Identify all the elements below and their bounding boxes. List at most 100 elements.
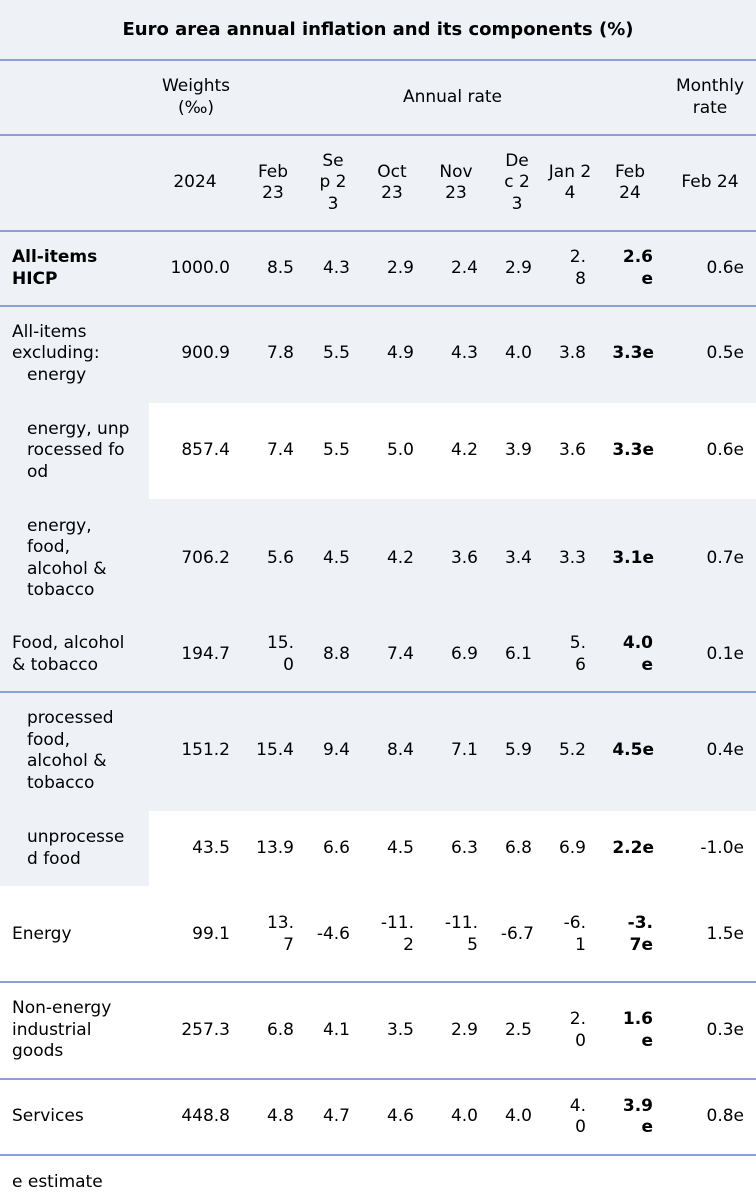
cell-value: 8.4 (386, 740, 414, 761)
cell-value: -1.0e (700, 837, 744, 858)
row-bg-white-2 (149, 811, 756, 886)
col-header: Oct 23 (377, 161, 407, 204)
row-label-sub: energy (27, 364, 87, 385)
row-label-processed-food: processed food, alcohol & tobacco (27, 708, 114, 793)
row-label-food-alcohol-tobacco: Food, alcohol & tobacco (12, 633, 125, 675)
cell-value: 5.6 (569, 633, 586, 675)
cell-value: 3.8 (558, 343, 586, 364)
cell-value: -3.7e (627, 913, 653, 955)
cell-value: 0.7e (706, 547, 745, 568)
cell-value: 194.7 (181, 643, 230, 664)
cell-value: 3.9 (504, 440, 532, 461)
cell-value: 3.5 (386, 1019, 414, 1040)
cell-value: 0.6e (706, 440, 745, 461)
cell-value: 1000.0 (170, 257, 230, 278)
col-header: Sep 23 (319, 150, 347, 214)
cell-value: 2.5 (504, 1019, 532, 1040)
cell-value: -11.2 (380, 913, 414, 955)
cell-value: 2.0 (569, 1009, 586, 1051)
divider (0, 1154, 756, 1156)
cell-value: 4.2 (386, 547, 414, 568)
cell-value: 857.4 (181, 440, 230, 461)
row-label-unprocessed-food: unprocessed food (27, 827, 125, 869)
cell-value: -6.1 (563, 913, 586, 955)
row-label-excl-energy-unprocessed-food: energy, unprocessed food (27, 418, 130, 482)
cell-value: 257.3 (181, 1019, 230, 1040)
row-bg-all-items (0, 232, 756, 305)
divider (0, 691, 756, 693)
header-band (0, 61, 756, 134)
cell-value: -6.7 (500, 923, 534, 944)
cell-value: 448.8 (181, 1106, 230, 1127)
row-label-excl-energy-food-alcohol-tobacco: energy, food, alcohol & tobacco (27, 515, 107, 601)
cell-value: 2.4 (450, 257, 478, 278)
cell-value: 2.8 (569, 247, 586, 289)
cell-value: 15.4 (256, 740, 294, 761)
column-header-band (0, 136, 756, 230)
divider (0, 981, 756, 983)
cell-value: 5.0 (386, 440, 414, 461)
cell-value: 6.3 (450, 837, 478, 858)
cell-value: 4.7 (322, 1106, 350, 1127)
cell-value: 6.8 (266, 1019, 294, 1040)
footnote: e estimate (12, 1172, 103, 1192)
cell-value: -4.6 (316, 923, 350, 944)
cell-value: 3.3e (612, 343, 654, 364)
cell-value: 4.6 (386, 1106, 414, 1127)
header-annual-rate: Annual rate (402, 86, 503, 107)
cell-value: 3.6 (450, 547, 478, 568)
divider (0, 134, 756, 136)
cell-value: 6.6 (322, 837, 350, 858)
header-monthly-rate: Monthly rate (675, 76, 745, 118)
cell-value: 99.1 (192, 923, 230, 944)
col-header: Dec 23 (504, 150, 530, 214)
cell-value: 4.0e (622, 633, 653, 675)
row-bg-white-1 (149, 403, 756, 499)
cell-value: 5.6 (266, 547, 294, 568)
cell-value: 0.5e (706, 343, 745, 364)
cell-value: 3.4 (504, 547, 532, 568)
cell-value: 2.2e (612, 837, 654, 858)
cell-value: 5.2 (558, 740, 586, 761)
cell-value: 4.1 (322, 1019, 350, 1040)
header-weights: Weights (‰) (161, 76, 231, 118)
cell-value: 0.1e (706, 643, 745, 664)
divider (0, 59, 756, 61)
divider (0, 305, 756, 307)
cell-value: 3.9e (622, 1095, 653, 1138)
divider (0, 1078, 756, 1080)
cell-value: 706.2 (181, 547, 230, 568)
cell-value: 6.8 (504, 837, 532, 858)
cell-value: 4.5 (386, 837, 414, 858)
cell-value: 5.5 (322, 343, 350, 364)
cell-value: 13.7 (266, 913, 294, 955)
cell-value: 0.6e (706, 257, 745, 278)
cell-value: 2.9 (504, 257, 532, 278)
row-label-services: Services (12, 1106, 84, 1127)
cell-value: 15.0 (266, 633, 294, 675)
cell-value: 4.3 (450, 343, 478, 364)
cell-value: 5.5 (322, 440, 350, 461)
row-label-energy: Energy (12, 923, 72, 944)
cell-value: 6.9 (450, 643, 478, 664)
cell-value: 5.9 (504, 740, 532, 761)
cell-value: 4.9 (386, 343, 414, 364)
cell-value: 13.9 (256, 837, 294, 858)
row-label-excluding-energy: All-items excluding: energy (12, 307, 132, 401)
cell-value: 7.1 (450, 740, 478, 761)
cell-value: 7.8 (266, 343, 294, 364)
cell-value: 0.4e (706, 740, 745, 761)
cell-value: 9.4 (322, 740, 350, 761)
cell-value: 3.3e (612, 440, 654, 461)
divider (0, 230, 756, 232)
cell-value: 3.6 (558, 440, 586, 461)
table-title: Euro area annual inflation and its compo… (0, 0, 756, 59)
cell-value: 1.5e (706, 923, 745, 944)
cell-value: 4.5e (612, 740, 654, 761)
cell-value: 6.1 (504, 643, 532, 664)
cell-value: 0.8e (706, 1106, 745, 1127)
cell-value: 151.2 (181, 740, 230, 761)
cell-value: 2.9 (450, 1019, 478, 1040)
cell-value: 4.8 (266, 1106, 294, 1127)
cell-value: 4.0 (569, 1095, 586, 1138)
